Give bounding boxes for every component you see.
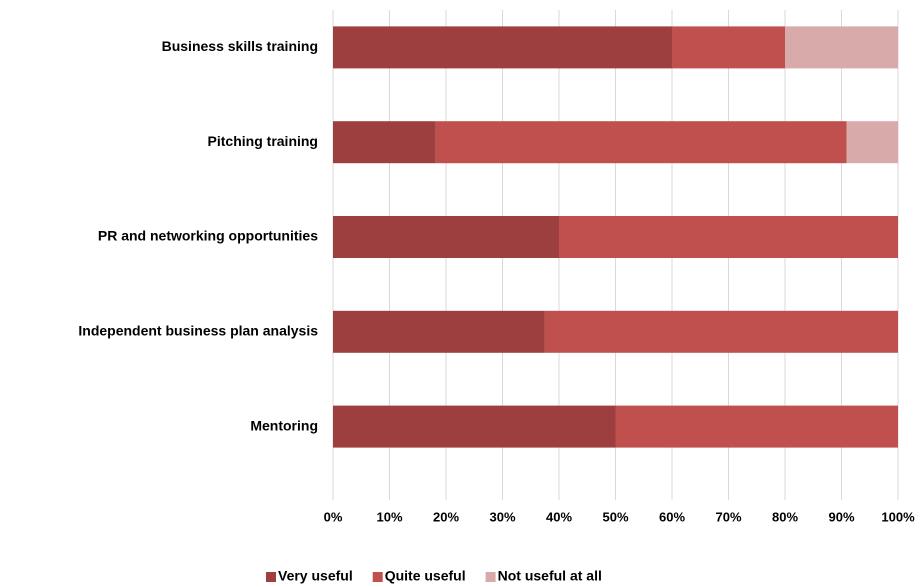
x-tick-label: 20% [433,509,459,524]
legend-label: Very useful [278,568,353,584]
legend-label: Quite useful [385,568,466,584]
y-tick-label: Business skills training [162,38,318,54]
bar-segment [544,310,898,353]
x-tick-label: 30% [489,509,515,524]
legend-swatch [485,572,496,582]
x-tick-label: 10% [376,509,402,524]
bar-segment [333,310,545,353]
bar-segment [846,121,898,164]
bar-segment [672,26,785,69]
y-tick-label: Pitching training [208,133,318,149]
y-tick-label: Mentoring [250,417,318,433]
legend-swatch [372,572,383,582]
bar-segment [435,121,847,164]
y-tick-label: PR and networking opportunities [98,228,318,244]
bar-segment [333,121,436,164]
bar-segment [333,216,559,258]
bar-segment [615,405,898,448]
x-tick-label: 40% [546,509,572,524]
x-tick-label: 50% [602,509,628,524]
x-tick-label: 0% [324,509,343,524]
y-tick-label: Independent business plan analysis [78,323,318,339]
bar-segment [559,216,898,258]
bar-segment [333,26,672,69]
bar-segment [785,26,898,69]
bar-segment [333,405,616,448]
x-tick-label: 100% [881,509,915,524]
x-tick-label: 60% [659,509,685,524]
x-tick-label: 70% [715,509,741,524]
legend-swatch [266,572,276,582]
legend-label: Not useful at all [498,568,602,584]
x-tick-label: 90% [828,509,854,524]
x-tick-label: 80% [772,509,798,524]
